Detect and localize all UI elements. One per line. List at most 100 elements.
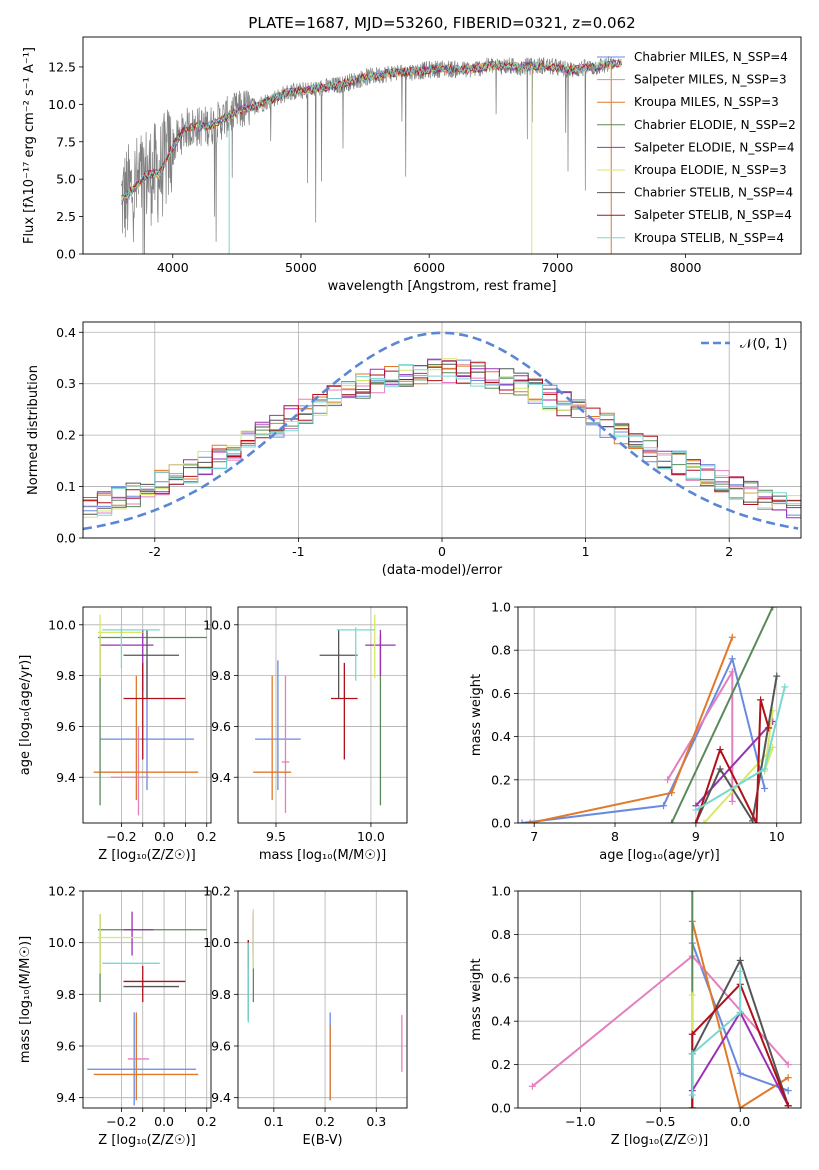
x-tick-label: -2 [149, 544, 161, 559]
weight-lines [518, 607, 789, 823]
x-tick-label: −0.2 [106, 829, 136, 844]
weight-lines [528, 891, 792, 1108]
y-tick-label: 12.5 [48, 59, 76, 74]
x-tick-label: 0.0 [154, 829, 174, 844]
x-axis-label: E(B-V) [302, 1133, 342, 1148]
x-tick-label: 10 [769, 829, 785, 844]
y-tick-label: 0.4 [56, 325, 76, 340]
axes-frame [82, 606, 212, 824]
y-tick-label: 0.2 [491, 772, 511, 787]
x-tick-label: 8000 [670, 260, 702, 275]
y-axis-label: mass weight [469, 674, 484, 756]
x-tick-label: 6000 [413, 260, 445, 275]
x-tick-label: 2 [725, 544, 733, 559]
legend: 𝒩(0, 1) [701, 337, 787, 352]
x-tick-label: 1 [582, 544, 590, 559]
y-tick-label: 0.6 [491, 970, 511, 985]
y-tick-label: 0.4 [491, 729, 511, 744]
spectrum-lines [121, 56, 622, 254]
y-axis-label: Normed distribution [26, 365, 41, 495]
residual-histogram [83, 360, 801, 505]
axes-frame [517, 890, 802, 1109]
x-tick-label: 0.3 [366, 1114, 386, 1129]
plot-area [238, 891, 407, 1108]
y-tick-label: 1.0 [491, 600, 511, 615]
plot-area [83, 37, 801, 254]
y-tick-label: 7.5 [56, 134, 76, 149]
mass-weight-line [691, 971, 742, 1095]
y-tick-label: 0.8 [491, 643, 511, 658]
y-tick-label: 0.1 [56, 479, 76, 494]
x-tick-label: −0.2 [106, 1114, 136, 1129]
age-vs-metallicity-panel: −0.2 0.0 0.2 9.4 9.6 9.8 10.0 Z [log₁₀(Z/Z☉)] ag… [18, 606, 217, 863]
axes-frame [237, 606, 408, 824]
x-tick-label: -1 [292, 544, 304, 559]
legend-entry: Salpeter MILES, N_SSP=3 [634, 73, 787, 87]
y-tick-label: 9.4 [211, 1090, 231, 1105]
y-tick-label: 9.6 [56, 719, 76, 734]
x-tick-label: 5000 [285, 260, 317, 275]
legend-entry: 𝒩(0, 1) [740, 337, 787, 352]
y-tick-label: 0.2 [56, 428, 76, 443]
model-spectrum-line [121, 59, 622, 203]
axes-frame [82, 890, 212, 1109]
x-tick-label: 4000 [157, 260, 189, 275]
legend-entry: Kroupa MILES, N_SSP=3 [634, 95, 779, 109]
x-axis-label: mass [log₁₀(M/M☉)] [259, 848, 386, 863]
y-tick-label: 9.4 [56, 1090, 76, 1105]
y-tick-label: 10.0 [203, 617, 231, 632]
residual-histogram [83, 364, 801, 516]
y-tick-label: 10.2 [203, 884, 231, 899]
plot-area [518, 607, 801, 823]
y-tick-label: 10.0 [48, 935, 76, 950]
y-tick-label: 0.4 [491, 1014, 511, 1029]
x-tick-label: 0 [438, 544, 446, 559]
x-tick-label: −0.5 [645, 1114, 675, 1129]
y-tick-label: 9.6 [56, 1039, 76, 1054]
y-tick-label: 9.8 [211, 668, 231, 683]
y-tick-label: 0.8 [491, 927, 511, 942]
y-tick-label: 0.0 [56, 247, 76, 262]
y-axis-label: age [log₁₀(age/yr)] [18, 655, 33, 776]
y-tick-label: 9.8 [56, 987, 76, 1002]
y-tick-label: 9.6 [211, 719, 231, 734]
y-tick-label: 10.0 [48, 617, 76, 632]
legend-entry: Salpeter STELIB, N_SSP=4 [634, 208, 792, 222]
plot-area [83, 891, 211, 1108]
y-axis-label: mass [log₁₀(M/M☉)] [18, 936, 33, 1063]
x-tick-label: 8 [611, 829, 619, 844]
age-vs-mass-panel: 9.5 10.0 9.4 9.6 9.8 10.0 mass [log₁₀(M/M☉)] [203, 606, 408, 863]
y-tick-label: 9.4 [211, 770, 231, 785]
figure-title: PLATE=1687, MJD=53260, FIBERID=0321, z=0… [248, 14, 635, 32]
y-tick-label: 5.0 [56, 172, 76, 187]
y-tick-label: 0.0 [491, 1101, 511, 1116]
y-tick-label: 0.6 [491, 686, 511, 701]
plot-area [518, 891, 801, 1108]
mass-vs-ebv-panel: 0.1 0.2 0.3 9.4 9.6 9.8 10.0 10.2 E(B-V) [203, 884, 408, 1148]
y-tick-label: 0.2 [491, 1057, 511, 1072]
x-tick-label: −1.0 [565, 1114, 595, 1129]
x-tick-label: 0.2 [197, 1114, 217, 1129]
plot-area [238, 607, 407, 823]
axes-frame [237, 890, 408, 1109]
y-tick-label: 9.6 [211, 1039, 231, 1054]
axes-frame [82, 36, 802, 255]
x-tick-label: 10.0 [357, 829, 385, 844]
y-tick-label: 9.8 [56, 668, 76, 683]
legend-entry: Kroupa STELIB, N_SSP=4 [634, 231, 784, 245]
x-axis-label: (data-model)/error [382, 563, 503, 578]
mass-weight-line [670, 607, 774, 823]
x-axis-label: Z [log₁₀(Z/Z☉)] [611, 1133, 708, 1148]
x-axis-label: Z [log₁₀(Z/Z☉)] [98, 848, 195, 863]
y-axis-label: mass weight [469, 958, 484, 1040]
mass-vs-metallicity-panel: −0.2 0.0 0.2 9.4 9.6 9.8 10.0 10.2 Z [log₁₀(Z/Z☉… [18, 884, 217, 1149]
mass-weight-vs-age-panel: 7 8 9 10 0.0 0.2 0.4 0.6 0.8 1.0 age [log₁₀(age/yr… [469, 600, 802, 863]
residual-histogram-panel: -2 -1 0 1 2 0.0 0.1 0.2 0.3 0.4 (data-model)/error… [26, 321, 802, 578]
y-tick-label: 10.0 [48, 97, 76, 112]
x-axis-label: wavelength [Angstrom, rest frame] [328, 279, 557, 294]
mass-weight-line [691, 921, 789, 1108]
mass-weight-line [521, 655, 766, 823]
y-tick-label: 0.3 [56, 376, 76, 391]
mass-weight-vs-metallicity-panel: −1.0 −0.5 0.0 0.0 0.2 0.4 0.6 0.8 1.0 Z [log₁₀(Z/… [469, 884, 802, 1148]
